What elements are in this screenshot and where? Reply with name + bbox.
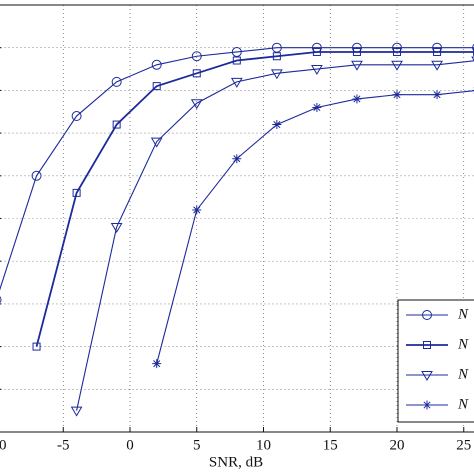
marker (110, 223, 123, 234)
marker (111, 76, 122, 87)
marker (422, 400, 432, 410)
marker (191, 51, 202, 62)
legend-label: N (457, 336, 469, 352)
x-tick-label: 0 (126, 437, 134, 453)
marker (232, 154, 242, 164)
marker (392, 90, 402, 100)
marker (393, 47, 401, 56)
marker (31, 170, 42, 181)
marker (272, 52, 281, 61)
marker (150, 137, 163, 148)
marker (232, 56, 241, 65)
marker (391, 60, 403, 71)
x-tick-label: 15 (323, 437, 338, 453)
marker (70, 406, 83, 417)
x-axis-label: SNR, dB (209, 454, 263, 470)
marker (152, 82, 161, 91)
marker (152, 359, 162, 369)
x-tick-label: 5 (193, 437, 201, 453)
marker (312, 47, 321, 56)
marker (270, 69, 283, 80)
marker (311, 65, 323, 76)
marker (433, 47, 442, 56)
marker (272, 120, 282, 130)
legend-label: N (457, 396, 469, 412)
x-tick-label: 20 (390, 437, 405, 453)
marker (431, 60, 443, 71)
marker (71, 111, 82, 122)
marker (192, 205, 202, 215)
marker (352, 94, 362, 104)
series-line (35, 51, 474, 347)
marker (231, 46, 242, 57)
marker (190, 99, 203, 110)
marker (351, 60, 363, 71)
marker (192, 69, 201, 78)
legend-label: N (457, 306, 469, 322)
marker (472, 43, 474, 52)
marker (151, 59, 162, 70)
x-tick-label: 10 (256, 437, 271, 453)
marker (271, 42, 282, 53)
marker (112, 120, 121, 129)
marker (72, 188, 81, 197)
x-tick-label: 25 (456, 437, 471, 453)
legend-box (397, 299, 474, 423)
marker (432, 90, 442, 100)
marker (0, 296, 2, 304)
series-line (0, 47, 474, 291)
x-tick-label: -5 (57, 437, 70, 453)
plot-frame (0, 4, 474, 433)
marker (352, 47, 361, 56)
marker (422, 310, 432, 320)
x-tick-label: -10 (0, 437, 7, 453)
marker (421, 371, 433, 381)
marker (423, 341, 431, 349)
marker (32, 342, 41, 351)
legend-label: N (457, 366, 469, 382)
marker (312, 102, 322, 112)
marker (230, 77, 243, 88)
series-line (76, 60, 474, 411)
